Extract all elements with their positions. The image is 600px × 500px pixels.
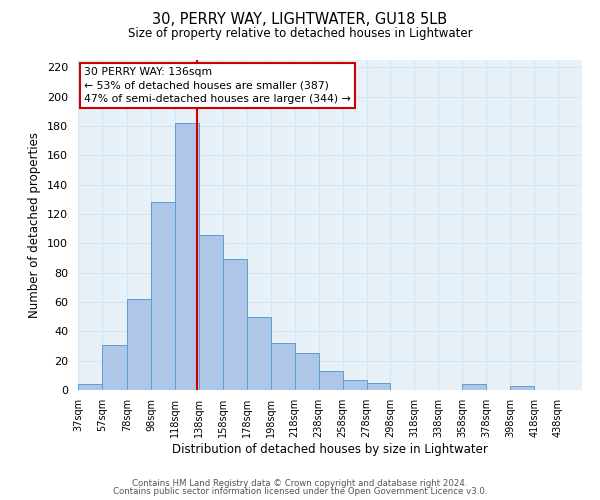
Bar <box>223 260 247 390</box>
Bar <box>151 202 175 390</box>
Bar <box>319 371 343 390</box>
Bar <box>367 382 391 390</box>
Bar <box>271 343 295 390</box>
Bar <box>78 384 102 390</box>
Bar <box>247 316 271 390</box>
Bar <box>199 234 223 390</box>
Bar <box>102 344 127 390</box>
Text: Size of property relative to detached houses in Lightwater: Size of property relative to detached ho… <box>128 28 472 40</box>
Bar <box>462 384 486 390</box>
Bar <box>127 299 151 390</box>
Text: 30, PERRY WAY, LIGHTWATER, GU18 5LB: 30, PERRY WAY, LIGHTWATER, GU18 5LB <box>152 12 448 28</box>
Text: Contains public sector information licensed under the Open Government Licence v3: Contains public sector information licen… <box>113 487 487 496</box>
Text: 30 PERRY WAY: 136sqm
← 53% of detached houses are smaller (387)
47% of semi-deta: 30 PERRY WAY: 136sqm ← 53% of detached h… <box>84 68 351 104</box>
Y-axis label: Number of detached properties: Number of detached properties <box>28 132 41 318</box>
Bar <box>295 354 319 390</box>
Text: Contains HM Land Registry data © Crown copyright and database right 2024.: Contains HM Land Registry data © Crown c… <box>132 478 468 488</box>
Bar <box>510 386 534 390</box>
Bar <box>175 123 199 390</box>
X-axis label: Distribution of detached houses by size in Lightwater: Distribution of detached houses by size … <box>172 442 488 456</box>
Bar <box>343 380 367 390</box>
